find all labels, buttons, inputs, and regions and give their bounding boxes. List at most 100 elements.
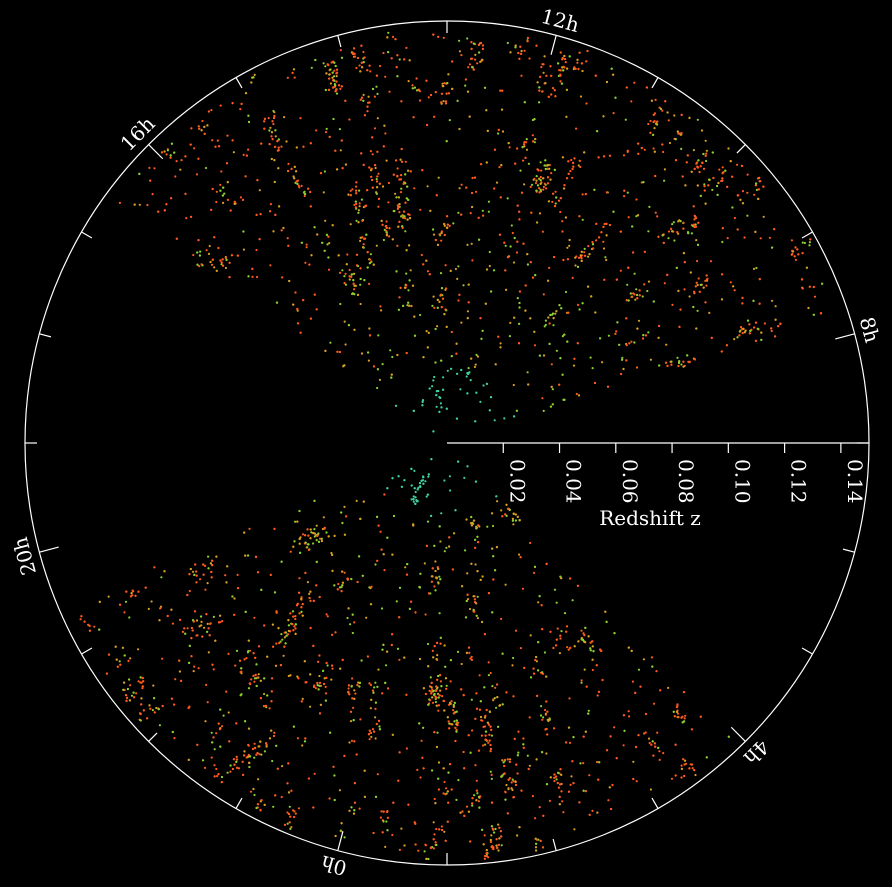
galaxy: [122, 688, 125, 691]
galaxy: [534, 846, 538, 849]
galaxy: [198, 265, 201, 268]
galaxy: [186, 627, 189, 630]
galaxy: [493, 148, 496, 151]
galaxy: [369, 253, 372, 256]
galaxy: [272, 116, 276, 120]
galaxy: [440, 306, 443, 309]
galaxy: [157, 210, 160, 213]
galaxy: [695, 239, 698, 242]
galaxy: [578, 215, 581, 218]
galaxy: [331, 224, 334, 227]
galaxy: [166, 614, 169, 618]
galaxy: [397, 308, 400, 311]
galaxy: [682, 758, 685, 761]
galaxy: [593, 381, 597, 385]
galaxy: [405, 747, 408, 750]
galaxy: [412, 500, 415, 503]
galaxy: [557, 771, 560, 775]
galaxy: [465, 599, 468, 603]
galaxy: [280, 560, 283, 563]
galaxy: [441, 82, 444, 85]
galaxy: [523, 101, 526, 104]
galaxy: [315, 524, 318, 527]
galaxy: [445, 687, 448, 690]
galaxy: [292, 629, 295, 632]
galaxy: [363, 795, 366, 799]
galaxy: [771, 299, 774, 302]
galaxy: [259, 740, 262, 743]
galaxy: [313, 535, 316, 538]
galaxy: [374, 716, 377, 719]
galaxy: [431, 769, 434, 772]
galaxy: [274, 664, 278, 667]
galaxy: [663, 168, 667, 171]
galaxy: [435, 658, 438, 661]
galaxy: [226, 181, 229, 184]
galaxy: [353, 47, 356, 50]
galaxy: [274, 213, 277, 216]
galaxy: [220, 261, 223, 264]
galaxy: [647, 230, 650, 233]
galaxy: [199, 578, 202, 581]
galaxy: [636, 297, 639, 300]
galaxy: [670, 777, 674, 780]
galaxy: [535, 44, 538, 47]
galaxy: [445, 287, 448, 290]
galaxy: [200, 615, 203, 618]
galaxy: [467, 734, 470, 737]
galaxy: [458, 293, 461, 296]
galaxy: [443, 479, 446, 482]
galaxy: [477, 749, 481, 752]
galaxy: [139, 712, 142, 716]
galaxy: [263, 750, 266, 753]
galaxy: [579, 95, 583, 98]
galaxy: [437, 696, 440, 699]
galaxy: [373, 95, 376, 98]
galaxy: [693, 214, 696, 217]
galaxy: [438, 612, 441, 615]
galaxy: [586, 255, 590, 258]
galaxy: [187, 758, 190, 762]
galaxy: [297, 807, 301, 810]
galaxy: [236, 587, 240, 590]
galaxy: [339, 829, 342, 832]
galaxy: [467, 283, 470, 286]
galaxy: [333, 534, 336, 538]
galaxy: [721, 240, 724, 244]
galaxy: [469, 379, 472, 382]
galaxy: [519, 169, 522, 172]
galaxy: [571, 599, 574, 602]
galaxy: [228, 740, 231, 743]
galaxy: [165, 153, 168, 156]
galaxy: [538, 89, 541, 92]
galaxy: [391, 553, 394, 556]
galaxy: [658, 750, 661, 753]
galaxy: [194, 563, 197, 566]
galaxy: [680, 113, 683, 116]
galaxy: [431, 696, 434, 699]
galaxy: [610, 807, 613, 811]
galaxy: [721, 166, 724, 169]
galaxy: [306, 528, 309, 531]
galaxy: [475, 799, 478, 802]
galaxy: [83, 620, 86, 623]
galaxy: [432, 656, 435, 659]
galaxy: [481, 620, 484, 624]
galaxy: [466, 392, 469, 395]
galaxy: [325, 531, 328, 534]
galaxy: [537, 169, 540, 172]
galaxy: [481, 575, 484, 578]
galaxy: [762, 215, 765, 218]
galaxy: [294, 617, 297, 621]
galaxy: [231, 139, 234, 142]
galaxy: [771, 246, 774, 249]
galaxy: [480, 41, 483, 45]
galaxy: [153, 711, 156, 714]
galaxy: [307, 548, 310, 551]
galaxy: [323, 249, 326, 252]
galaxy: [437, 709, 440, 712]
galaxy: [489, 671, 492, 675]
galaxy: [315, 129, 318, 132]
galaxy: [442, 699, 446, 703]
galaxy: [222, 714, 225, 717]
